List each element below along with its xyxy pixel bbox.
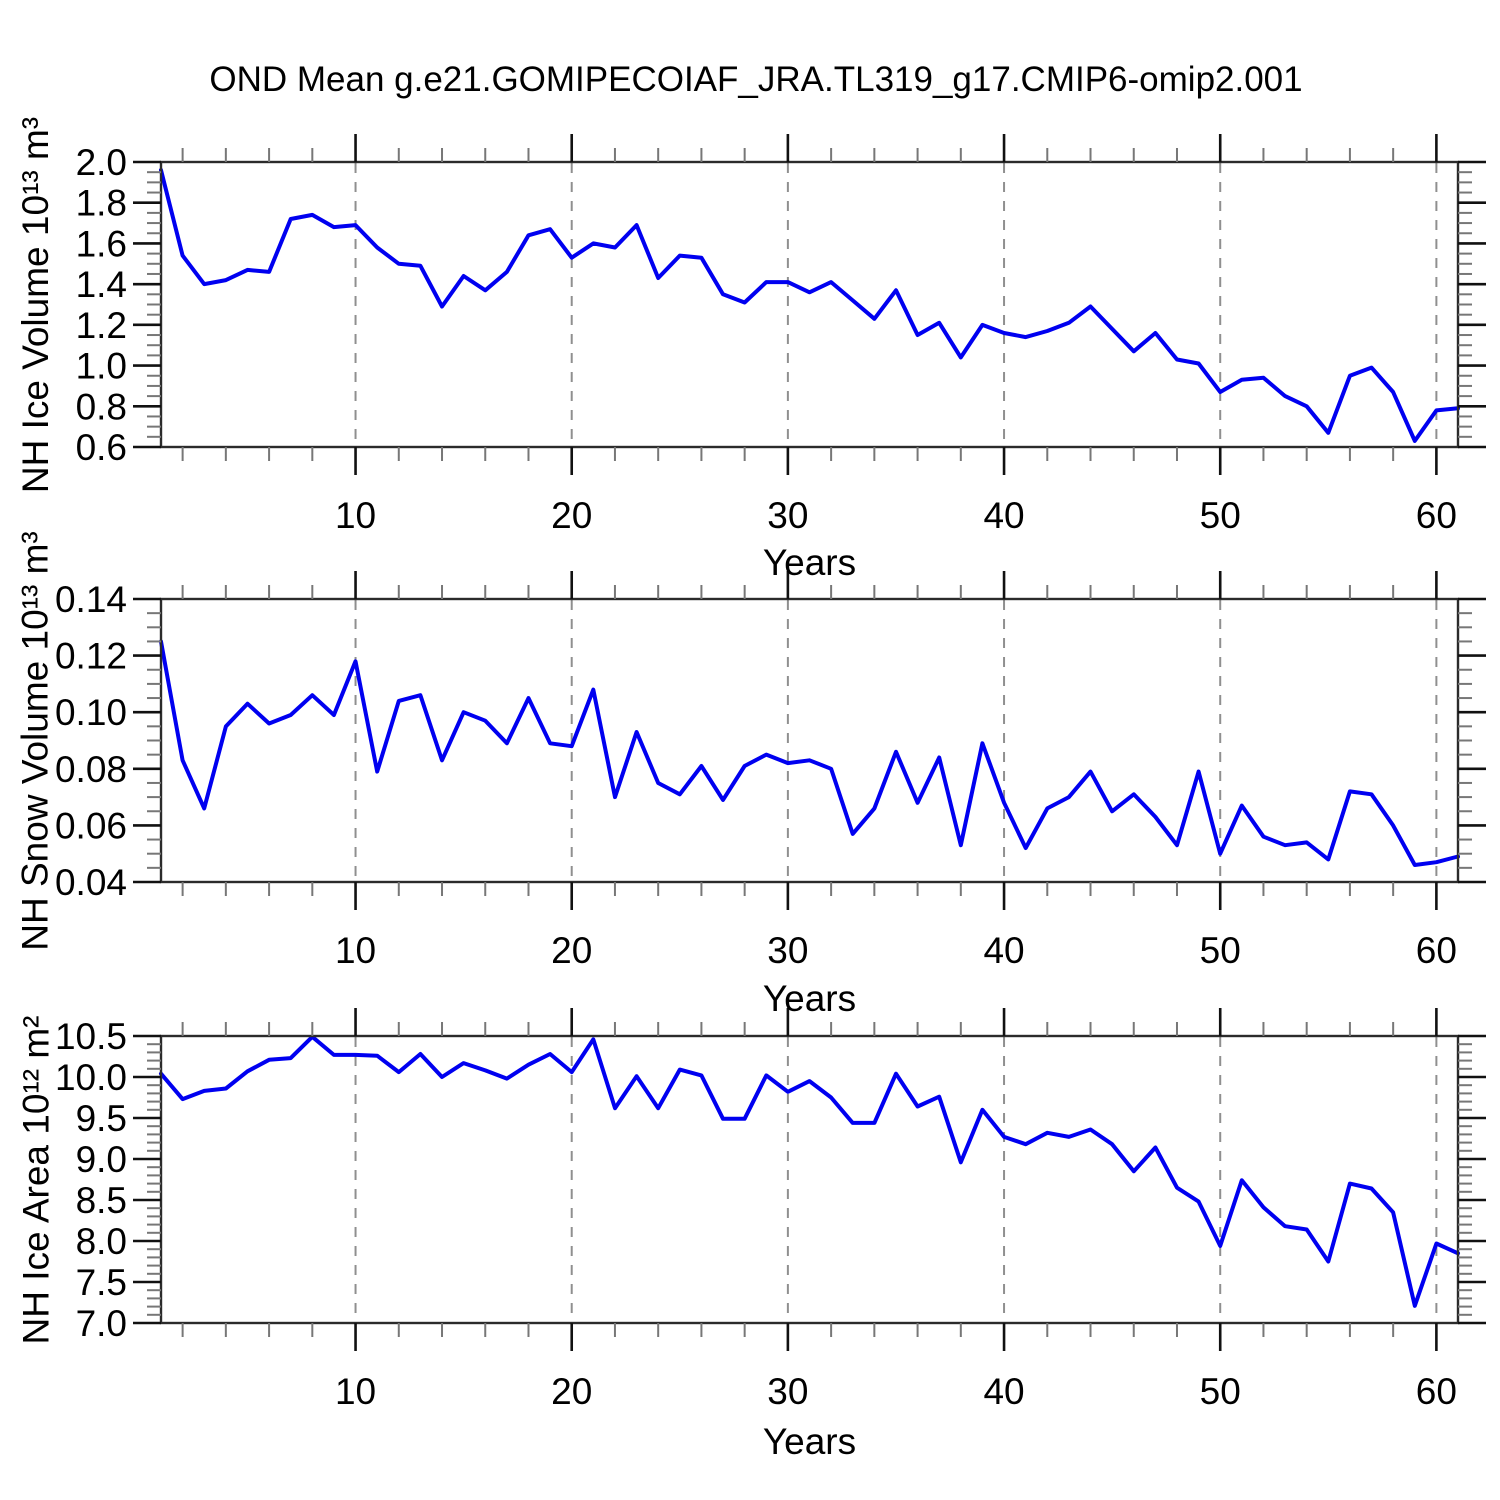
x-tick-label: 20 (551, 930, 592, 971)
panel-nh-snow-volume: 10 20 30 40 50 60 0.04 0.06 0.08 0.10 0.12 0.14 (55, 571, 1486, 971)
x-tick-label: 30 (767, 1371, 808, 1412)
y-tick-label: 1.0 (76, 346, 127, 387)
x-axis-label-years-top-panel: Years (762, 542, 857, 583)
x-tick-label: 50 (1200, 495, 1241, 536)
y-tick-label: 9.5 (76, 1098, 127, 1139)
y-tick-label: 0.06 (55, 805, 127, 846)
x-tick-label: 30 (767, 930, 808, 971)
y-tick-label: 0.04 (55, 862, 127, 903)
x-tick-label: 50 (1200, 1371, 1241, 1412)
y-tick-label: 2.0 (76, 142, 127, 183)
nh-ice-volume-series-line (159, 168, 1460, 443)
x-tick-label: 10 (335, 495, 376, 536)
y-tick-label: 0.6 (76, 427, 127, 468)
x-tick-label: 40 (983, 495, 1024, 536)
y-tick-label: 0.08 (55, 749, 127, 790)
y-tick-label: 1.6 (76, 223, 127, 264)
chart-title: OND Mean g.e21.GOMIPECOIAF_JRA.TL319_g17… (209, 60, 1303, 99)
panel-nh-ice-area: 10 20 30 40 50 60 7.07.58.08.59.09.510.010.5 (55, 1008, 1486, 1412)
x-tick-label: 20 (551, 495, 592, 536)
x-axis-label-years-middle-panel: Years (762, 978, 857, 1019)
x-tick-label: 50 (1200, 930, 1241, 971)
y-tick-label: 0.12 (55, 636, 127, 677)
x-tick-label: 40 (983, 930, 1024, 971)
x-tick-label: 30 (767, 495, 808, 536)
y-tick-label: 1.4 (76, 264, 127, 305)
x-tick-label: 10 (335, 930, 376, 971)
y-tick-label: 10.5 (55, 1016, 127, 1057)
x-tick-label: 60 (1416, 930, 1457, 971)
nh-snow-volume-series-line (159, 639, 1460, 867)
y-tick-label: 9.0 (76, 1139, 127, 1180)
panel-nh-ice-volume: 10 20 30 40 50 60 0.60.81.01.21.41.61.82.0 (76, 134, 1486, 536)
y-tick-label: 8.0 (76, 1221, 127, 1262)
x-tick-label: 60 (1416, 495, 1457, 536)
y-tick-label: 10.0 (55, 1057, 127, 1098)
x-axis-label-years-bottom-panel: Years (762, 1421, 857, 1462)
x-tick-label: 60 (1416, 1371, 1457, 1412)
y-tick-label: 0.14 (55, 579, 127, 620)
y-tick-label: 7.5 (76, 1262, 127, 1303)
y-tick-label: 1.8 (76, 183, 127, 224)
nh-ice-area-series-line (159, 1034, 1460, 1308)
x-tick-label: 10 (335, 1371, 376, 1412)
y-tick-label: 1.2 (76, 305, 127, 346)
x-tick-label: 40 (983, 1371, 1024, 1412)
y-tick-label: 7.0 (76, 1303, 127, 1344)
x-tick-label: 20 (551, 1371, 592, 1412)
y-tick-label: 0.10 (55, 692, 127, 733)
panel-border (159, 1034, 1460, 1325)
y-tick-label: 0.8 (76, 386, 127, 427)
y-tick-label: 8.5 (76, 1180, 127, 1221)
